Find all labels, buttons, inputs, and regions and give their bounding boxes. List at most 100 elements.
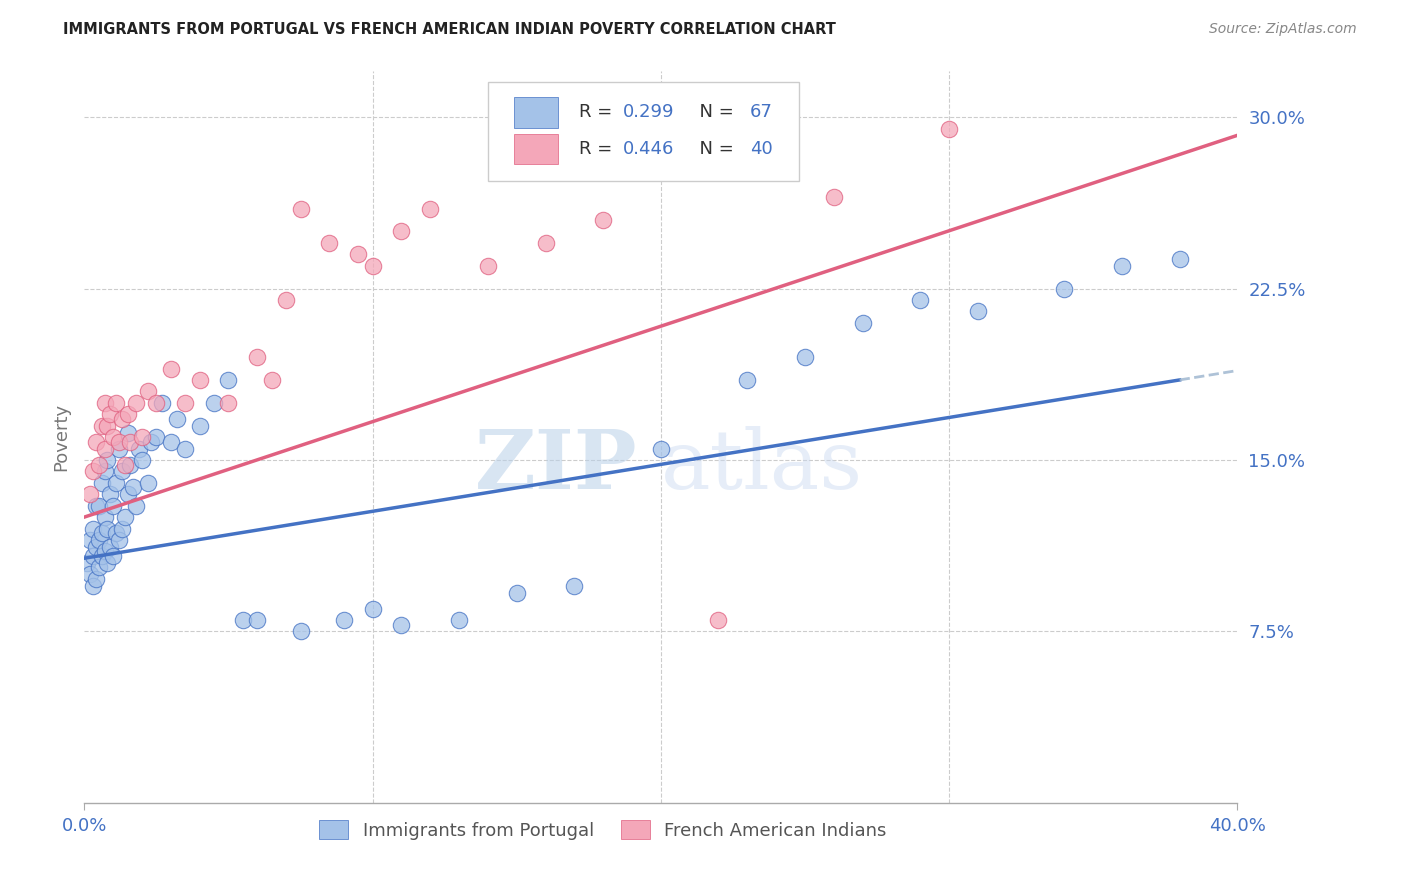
Point [145, 396, 167, 410]
Legend: Immigrants from Portugal, French American Indians: Immigrants from Portugal, French America… [311, 811, 896, 848]
Point [592, 213, 614, 227]
Point [707, 613, 730, 627]
Point [82, 549, 104, 563]
Text: N =: N = [689, 140, 740, 158]
Point [105, 396, 128, 410]
Point [79, 487, 101, 501]
Point [108, 533, 131, 547]
Point [160, 361, 183, 376]
Point [96, 418, 118, 433]
Point [93, 464, 115, 478]
Point [103, 549, 124, 563]
Point [174, 396, 197, 410]
Point [79, 533, 101, 547]
Point [131, 430, 153, 444]
Point [76, 556, 98, 570]
Point [117, 407, 139, 421]
Point [1053, 281, 1076, 295]
Point [84, 572, 107, 586]
Point [534, 235, 557, 250]
Point [117, 487, 139, 501]
Point [108, 434, 131, 449]
Point [90, 549, 112, 563]
Point [737, 373, 759, 387]
Bar [515, 97, 558, 128]
Y-axis label: Poverty: Poverty [52, 403, 70, 471]
Point [391, 224, 413, 238]
Text: 0.446: 0.446 [623, 140, 673, 158]
Text: 67: 67 [749, 103, 772, 121]
Point [120, 434, 142, 449]
Point [477, 259, 499, 273]
Point [108, 442, 131, 456]
Point [290, 624, 312, 639]
Point [823, 190, 845, 204]
Point [188, 373, 211, 387]
Point [361, 259, 384, 273]
Point [260, 373, 283, 387]
Point [87, 458, 110, 472]
Text: N =: N = [689, 103, 740, 121]
Text: Source: ZipAtlas.com: Source: ZipAtlas.com [1209, 22, 1357, 37]
Point [188, 418, 211, 433]
Point [103, 430, 124, 444]
Point [111, 464, 134, 478]
Point [90, 475, 112, 490]
Point [87, 499, 110, 513]
Point [93, 510, 115, 524]
Point [82, 521, 104, 535]
Point [318, 235, 340, 250]
Point [90, 418, 112, 433]
Point [111, 412, 134, 426]
Point [87, 560, 110, 574]
FancyBboxPatch shape [488, 82, 799, 181]
Point [1111, 259, 1133, 273]
Point [145, 430, 167, 444]
Point [564, 579, 586, 593]
Point [218, 373, 240, 387]
Point [128, 442, 150, 456]
Point [90, 526, 112, 541]
Point [105, 526, 128, 541]
Point [938, 121, 960, 136]
Text: 0.299: 0.299 [623, 103, 675, 121]
Text: ZIP: ZIP [475, 426, 638, 507]
Point [139, 434, 162, 449]
Point [765, 145, 787, 159]
Point [84, 499, 107, 513]
Point [98, 540, 121, 554]
Text: R =: R = [579, 140, 619, 158]
Point [93, 396, 115, 410]
Point [650, 442, 672, 456]
Point [111, 521, 134, 535]
Point [93, 442, 115, 456]
Bar [515, 134, 558, 164]
Text: atlas: atlas [661, 426, 863, 507]
Point [246, 613, 269, 627]
Point [1168, 252, 1191, 266]
Point [79, 567, 101, 582]
Point [131, 453, 153, 467]
Point [117, 425, 139, 440]
Point [174, 442, 197, 456]
Point [150, 396, 173, 410]
Point [96, 556, 118, 570]
Point [96, 521, 118, 535]
Point [136, 384, 159, 399]
Point [218, 396, 240, 410]
Point [910, 293, 932, 307]
Text: IMMIGRANTS FROM PORTUGAL VS FRENCH AMERICAN INDIAN POVERTY CORRELATION CHART: IMMIGRANTS FROM PORTUGAL VS FRENCH AMERI… [63, 22, 837, 37]
Point [391, 617, 413, 632]
Point [96, 453, 118, 467]
Point [419, 202, 441, 216]
Point [82, 464, 104, 478]
Point [114, 510, 136, 524]
Point [122, 480, 145, 494]
Point [125, 499, 148, 513]
Point [202, 396, 225, 410]
Point [105, 475, 128, 490]
Point [166, 412, 188, 426]
Point [120, 458, 142, 472]
Point [794, 350, 817, 364]
Point [98, 407, 121, 421]
